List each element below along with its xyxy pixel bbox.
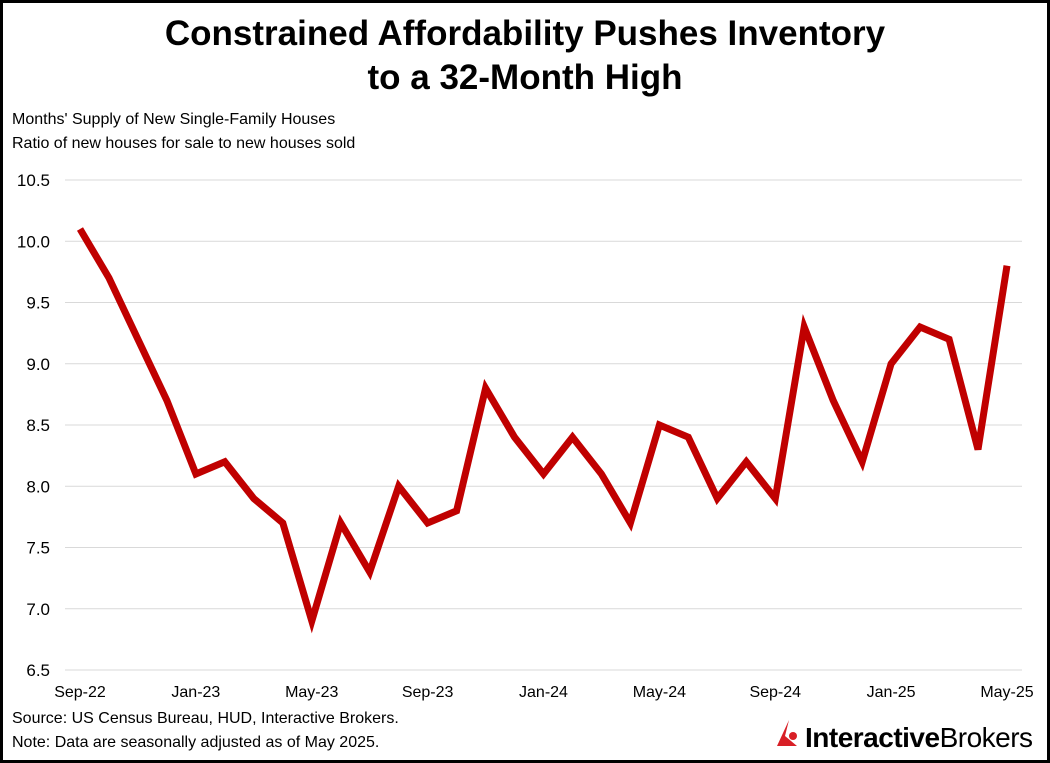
y-tick-label: 6.5 [26,661,50,680]
y-tick-label: 10.0 [17,232,50,251]
interactive-brokers-logo: InteractiveBrokers [777,720,1033,754]
y-tick-label: 9.0 [26,355,50,374]
y-tick-label: 8.5 [26,416,50,435]
y-tick-label: 9.5 [26,294,50,313]
chart-title-line-1: Constrained Affordability Pushes Invento… [164,14,886,53]
x-tick-label: May-23 [285,684,338,701]
ib-flame-icon [777,720,797,746]
y-tick-label: 7.5 [26,539,50,558]
x-tick-label: Sep-22 [54,684,106,701]
y-tick-label: 8.0 [26,477,50,496]
y-tick-label: 10.5 [17,171,50,190]
chart-subtitle-2: Ratio of new houses for sale to new hous… [12,135,356,152]
logo-wordmark: InteractiveBrokers [805,722,1033,753]
chart-subtitle-1: Months' Supply of New Single-Family Hous… [12,111,336,128]
x-tick-label: May-24 [633,684,686,701]
source-note: Source: US Census Bureau, HUD, Interacti… [12,710,399,727]
x-tick-label: Sep-23 [402,684,454,701]
chart-title-line-2: to a 32-Month High [367,58,683,97]
x-tick-label: May-25 [980,684,1033,701]
y-tick-label: 7.0 [26,600,50,619]
data-note: Note: Data are seasonally adjusted as of… [12,734,380,751]
x-tick-label: Jan-24 [519,684,568,701]
x-tick-label: Jan-23 [171,684,220,701]
x-tick-label: Jan-25 [867,684,916,701]
x-tick-label: Sep-24 [749,684,801,701]
